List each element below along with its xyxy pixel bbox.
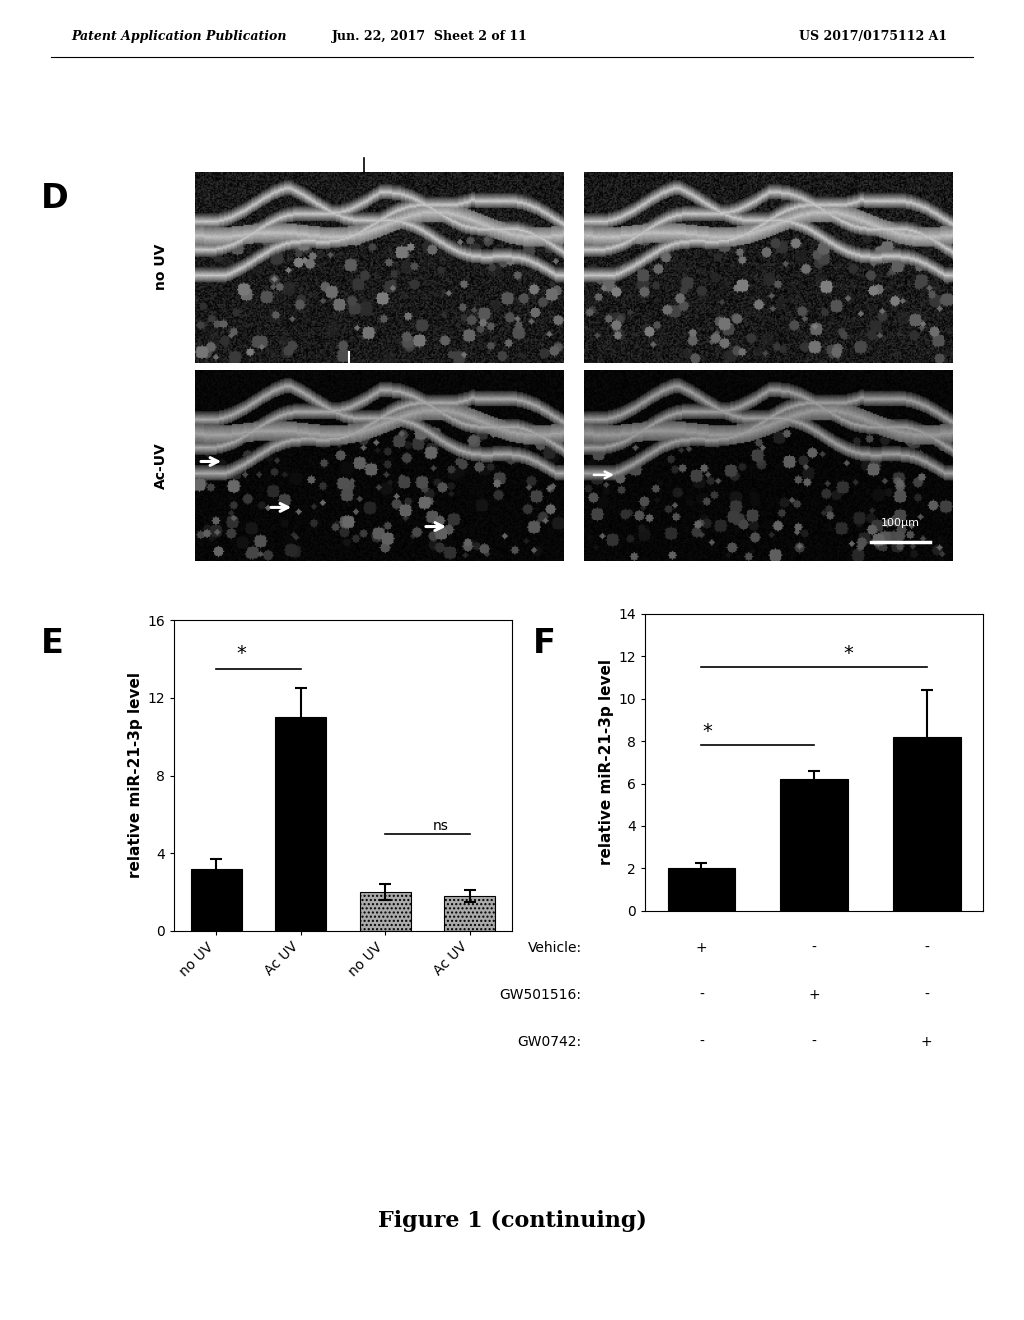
Text: -: -: [812, 1035, 816, 1049]
Bar: [780, 779, 848, 911]
Text: +: +: [808, 987, 820, 1002]
Text: -: -: [925, 987, 929, 1002]
Text: -: -: [925, 941, 929, 954]
Text: Jun. 22, 2017  Sheet 2 of 11: Jun. 22, 2017 Sheet 2 of 11: [332, 30, 528, 42]
Bar: [360, 892, 411, 931]
Text: no UV: no UV: [155, 244, 168, 290]
Bar: [444, 896, 495, 931]
Text: +: +: [695, 941, 708, 954]
Text: Vehicle:: Vehicle:: [527, 941, 582, 954]
Text: D: D: [41, 181, 69, 214]
Text: Figure 1 (continuing): Figure 1 (continuing): [378, 1210, 646, 1232]
Text: Patent Application Publication: Patent Application Publication: [72, 30, 287, 42]
Text: -: -: [699, 1035, 705, 1049]
Text: US 2017/0175112 A1: US 2017/0175112 A1: [799, 30, 947, 42]
Bar: [190, 869, 242, 931]
Text: -: -: [699, 987, 705, 1002]
Text: ns: ns: [432, 818, 449, 833]
Y-axis label: relative miR-21-3p level: relative miR-21-3p level: [128, 672, 143, 879]
Text: *: *: [702, 722, 712, 741]
Bar: [275, 717, 326, 931]
Bar: [893, 737, 961, 911]
Text: -: -: [812, 941, 816, 954]
Text: +: +: [921, 1035, 933, 1049]
Text: 100μm: 100μm: [882, 519, 921, 528]
Bar: [668, 869, 735, 911]
Text: GW0742:: GW0742:: [517, 1035, 582, 1049]
Text: Ac-UV: Ac-UV: [155, 442, 168, 488]
Y-axis label: relative miR-21-3p level: relative miR-21-3p level: [599, 659, 614, 866]
Text: GW501516:: GW501516:: [500, 987, 582, 1002]
Text: *: *: [843, 644, 853, 663]
Text: E: E: [41, 627, 63, 660]
Text: *: *: [237, 644, 247, 663]
Text: F: F: [532, 627, 555, 660]
